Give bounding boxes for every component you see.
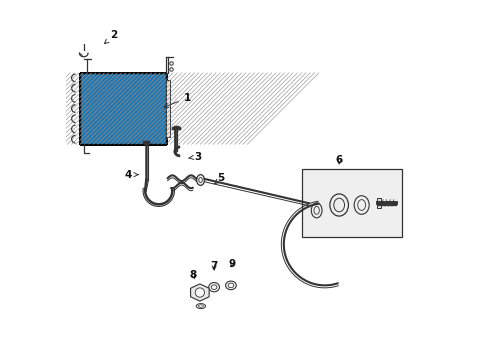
Text: 5: 5 bbox=[214, 173, 224, 184]
Bar bbox=[80, 73, 165, 144]
Ellipse shape bbox=[225, 281, 236, 290]
Bar bbox=[376, 198, 380, 207]
Bar bbox=[165, 80, 170, 137]
PathPatch shape bbox=[80, 73, 165, 144]
Ellipse shape bbox=[313, 206, 319, 214]
Ellipse shape bbox=[329, 194, 348, 216]
Ellipse shape bbox=[311, 203, 322, 218]
Ellipse shape bbox=[357, 200, 365, 210]
Ellipse shape bbox=[227, 283, 233, 288]
Polygon shape bbox=[190, 284, 209, 301]
Text: 8: 8 bbox=[189, 270, 196, 280]
Text: 1: 1 bbox=[164, 93, 191, 108]
Bar bbox=[301, 169, 401, 237]
Ellipse shape bbox=[198, 305, 203, 307]
Ellipse shape bbox=[333, 198, 344, 212]
Circle shape bbox=[195, 288, 204, 297]
Text: 3: 3 bbox=[188, 152, 201, 162]
Ellipse shape bbox=[353, 196, 368, 214]
Text: 9: 9 bbox=[228, 259, 235, 269]
Text: 2: 2 bbox=[104, 30, 118, 44]
Ellipse shape bbox=[208, 283, 219, 292]
Text: 6: 6 bbox=[335, 156, 342, 165]
Ellipse shape bbox=[196, 303, 205, 309]
Ellipse shape bbox=[196, 175, 204, 185]
Text: 7: 7 bbox=[210, 261, 217, 271]
Text: 4: 4 bbox=[124, 170, 138, 180]
Ellipse shape bbox=[211, 285, 217, 289]
